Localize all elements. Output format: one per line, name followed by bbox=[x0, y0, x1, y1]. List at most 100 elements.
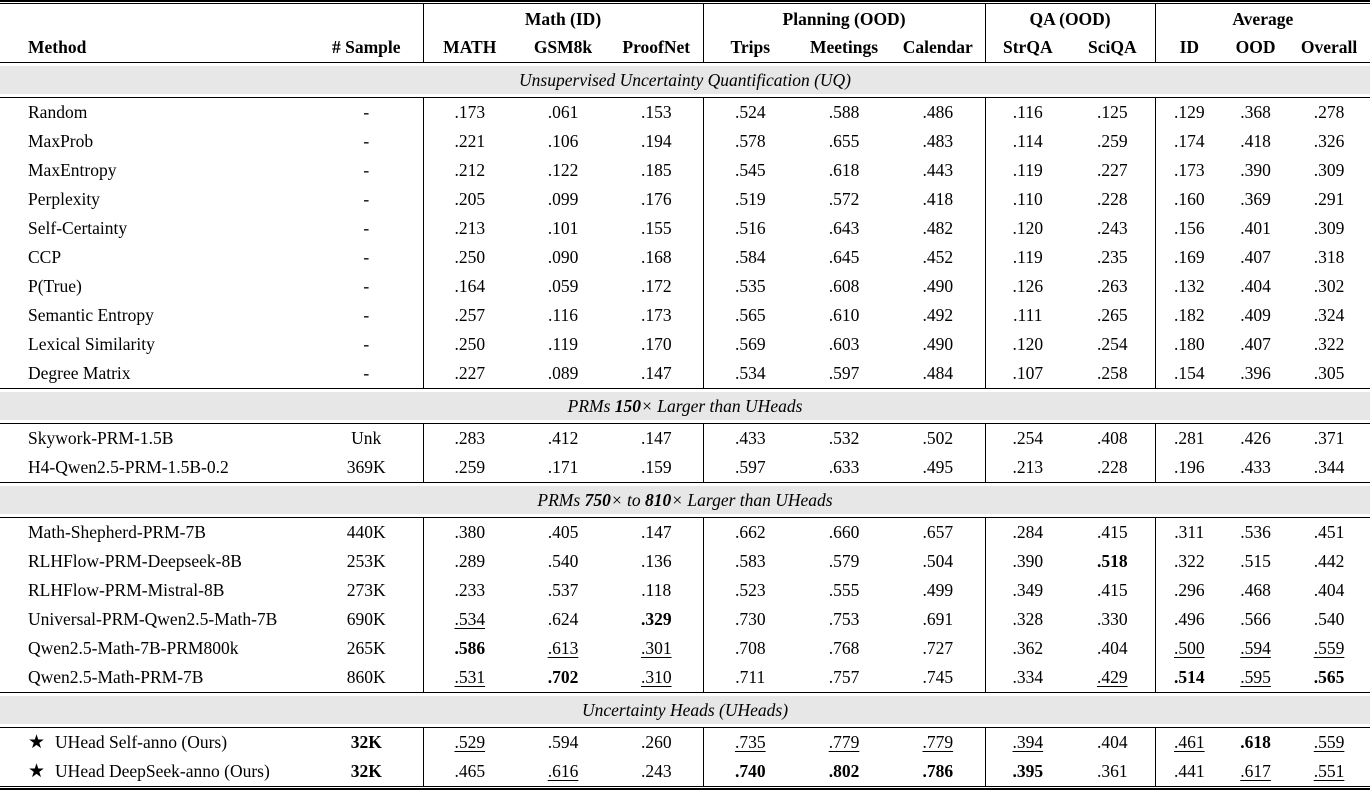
value-cell: .111 bbox=[984, 300, 1071, 330]
value-cell: .061 bbox=[547, 101, 579, 122]
value-cell: .243 bbox=[1096, 217, 1128, 238]
value-cell: .168 bbox=[640, 246, 672, 267]
value-cell: .534 bbox=[702, 358, 798, 388]
star-icon: ★ bbox=[28, 760, 46, 782]
sample-count-cell: - bbox=[363, 188, 370, 209]
section-title-segment: 810 bbox=[645, 489, 672, 510]
value-cell: .395 bbox=[984, 756, 1071, 786]
section-band: PRMs 150× Larger than UHeads bbox=[0, 387, 1370, 424]
method-name: Perplexity bbox=[28, 188, 100, 209]
value-cell: .418 bbox=[922, 188, 954, 209]
section-band: Uncertainty Heads (UHeads) bbox=[0, 691, 1370, 728]
value-cell: .516 bbox=[702, 213, 798, 243]
value-cell: .196 bbox=[1154, 452, 1224, 482]
value-cell: .633 bbox=[828, 456, 860, 477]
value-cell: .594 bbox=[1240, 637, 1271, 658]
section-title-segment: Uncertainty Heads (UHeads) bbox=[581, 699, 789, 720]
value-cell: .518 bbox=[1096, 550, 1128, 571]
value-cell: .059 bbox=[547, 275, 579, 296]
value-cell: .172 bbox=[640, 275, 672, 296]
value-cell: .263 bbox=[1096, 275, 1128, 296]
value-cell: .616 bbox=[547, 760, 579, 781]
value-cell: .205 bbox=[422, 184, 516, 214]
value-cell: .483 bbox=[922, 130, 954, 151]
value-cell: .655 bbox=[828, 130, 860, 151]
value-cell: .404 bbox=[1240, 275, 1271, 296]
value-cell: .090 bbox=[547, 246, 579, 267]
value-cell: .301 bbox=[640, 637, 672, 658]
col-header-calendar: Calendar bbox=[891, 34, 986, 63]
value-cell: .116 bbox=[984, 97, 1071, 127]
col-header-ood: OOD bbox=[1223, 34, 1289, 63]
table-row: H4-Qwen2.5-PRM-1.5B-0.2 369K .259 .171 .159.… bbox=[0, 452, 1370, 482]
value-cell: .309 bbox=[1313, 217, 1345, 238]
method-name: Universal-PRM-Qwen2.5-Math-7B bbox=[28, 608, 278, 629]
bottom-double-rule bbox=[0, 785, 1370, 790]
section-band: Unsupervised Uncertainty Quantification … bbox=[0, 61, 1370, 98]
col-header-gsm8k: GSM8k bbox=[516, 34, 610, 63]
col-header-meetings: Meetings bbox=[797, 34, 892, 63]
value-cell: .283 bbox=[422, 423, 516, 453]
value-cell: .578 bbox=[702, 126, 798, 156]
section-title-segment: PRMs bbox=[567, 395, 615, 416]
value-cell: .443 bbox=[922, 159, 954, 180]
value-cell: .322 bbox=[1313, 333, 1345, 354]
value-cell: .559 bbox=[1313, 731, 1345, 752]
value-cell: .404 bbox=[1096, 637, 1128, 658]
method-name: Math-Shepherd-PRM-7B bbox=[28, 521, 206, 542]
value-cell: .228 bbox=[1096, 188, 1128, 209]
col-header-math: MATH bbox=[422, 34, 516, 63]
value-cell: .368 bbox=[1240, 101, 1271, 122]
value-cell: .156 bbox=[1154, 213, 1224, 243]
value-cell: .182 bbox=[1154, 300, 1224, 330]
value-cell: .442 bbox=[1313, 550, 1345, 571]
value-cell: .569 bbox=[702, 329, 798, 359]
value-cell: .107 bbox=[984, 358, 1071, 388]
value-cell: .101 bbox=[547, 217, 579, 238]
value-cell: .254 bbox=[1096, 333, 1128, 354]
section-band-row: PRMs 150× Larger than UHeads bbox=[0, 387, 1370, 424]
section-title-segment: × Larger than UHeads bbox=[641, 395, 803, 416]
value-cell: .259 bbox=[1096, 130, 1128, 151]
sample-count-cell: 253K bbox=[346, 550, 386, 571]
method-name: H4-Qwen2.5-PRM-1.5B-0.2 bbox=[28, 456, 229, 477]
table-row: Perplexity - .205 .099 .176 .519 .572 .418 .110.… bbox=[0, 184, 1370, 214]
value-cell: .259 bbox=[422, 452, 516, 482]
section-band: PRMs 750× to 810× Larger than UHeads bbox=[0, 481, 1370, 518]
value-cell: .394 bbox=[984, 727, 1071, 757]
col-header-id: ID bbox=[1154, 34, 1224, 63]
section-title-segment: × to bbox=[610, 489, 645, 510]
value-cell: .228 bbox=[1096, 456, 1128, 477]
value-cell: .504 bbox=[922, 550, 954, 571]
sample-count-cell: 265K bbox=[346, 637, 386, 658]
value-cell: .643 bbox=[828, 217, 860, 238]
section-band-row: Unsupervised Uncertainty Quantification … bbox=[0, 61, 1370, 98]
value-cell: .260 bbox=[640, 731, 672, 752]
value-cell: .119 bbox=[984, 155, 1071, 185]
method-cell: Math-Shepherd-PRM-7B bbox=[0, 517, 310, 547]
method-cell: MaxProb bbox=[0, 127, 310, 156]
value-cell: .537 bbox=[547, 579, 579, 600]
value-cell: .583 bbox=[702, 546, 798, 576]
value-cell: .532 bbox=[828, 427, 860, 448]
table-header: Method # Sample Math (ID) Planning (OOD)… bbox=[0, 4, 1370, 63]
method-cell: Degree Matrix bbox=[0, 359, 310, 389]
value-cell: .408 bbox=[1096, 427, 1128, 448]
value-cell: .409 bbox=[1240, 304, 1271, 325]
value-cell: .155 bbox=[640, 217, 672, 238]
section-band-row: Uncertainty Heads (UHeads) bbox=[0, 691, 1370, 728]
value-cell: .311 bbox=[1154, 517, 1224, 547]
value-cell: .119 bbox=[548, 333, 578, 354]
value-cell: .645 bbox=[828, 246, 860, 267]
section-title: Uncertainty Heads (UHeads) bbox=[0, 695, 1370, 724]
value-cell: .176 bbox=[640, 188, 672, 209]
value-cell: .691 bbox=[922, 608, 954, 629]
value-cell: .302 bbox=[1313, 275, 1345, 296]
method-cell: Skywork-PRM-1.5B bbox=[0, 423, 310, 453]
value-cell: .289 bbox=[422, 546, 516, 576]
star-icon: ★ bbox=[28, 731, 46, 753]
value-cell: .618 bbox=[1240, 731, 1271, 752]
value-cell: .212 bbox=[422, 155, 516, 185]
value-cell: .740 bbox=[702, 756, 798, 786]
